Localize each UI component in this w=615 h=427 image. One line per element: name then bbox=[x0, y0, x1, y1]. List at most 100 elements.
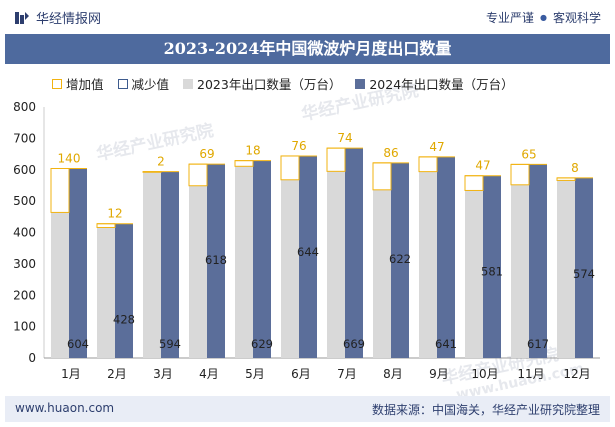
increase-label: 65 bbox=[521, 147, 536, 161]
bar-2023 bbox=[465, 190, 483, 358]
y-tick-label: 100 bbox=[13, 320, 36, 334]
bar-2024 bbox=[161, 171, 179, 358]
bar-2024 bbox=[69, 168, 87, 358]
increase-box bbox=[50, 167, 70, 213]
y-tick-label: 500 bbox=[13, 194, 36, 208]
bar-2024 bbox=[391, 162, 409, 358]
bar-2024 bbox=[529, 164, 547, 358]
increase-label: 2 bbox=[157, 155, 165, 169]
increase-label: 69 bbox=[199, 147, 214, 161]
x-tick-label: 11月 bbox=[517, 367, 544, 381]
x-tick-label: 12月 bbox=[563, 367, 590, 381]
increase-label: 140 bbox=[58, 151, 81, 165]
legend-swatch-2024 bbox=[355, 78, 366, 89]
value-label-2024: 617 bbox=[527, 337, 549, 351]
value-label-2024: 594 bbox=[159, 337, 181, 351]
y-tick-label: 400 bbox=[13, 226, 36, 240]
legend-label-decrease: 减少值 bbox=[131, 77, 170, 92]
value-label-2024: 644 bbox=[297, 245, 319, 259]
y-tick-label: 0 bbox=[28, 351, 36, 365]
x-tick-label: 5月 bbox=[245, 367, 265, 381]
x-tick-label: 8月 bbox=[383, 367, 403, 381]
y-tick-label: 200 bbox=[13, 288, 36, 302]
increase-label: 18 bbox=[245, 144, 260, 158]
bar-2024 bbox=[483, 175, 501, 358]
bar-2024 bbox=[345, 148, 363, 358]
bar-2024 bbox=[253, 160, 271, 358]
bar-2024 bbox=[437, 156, 455, 358]
y-tick-label: 600 bbox=[13, 163, 36, 177]
legend-item-decrease: 减少值 bbox=[117, 74, 170, 93]
y-tick-label: 300 bbox=[13, 257, 36, 271]
bars bbox=[50, 147, 593, 358]
axes: 0 100 200 300 400 500 600 700 800 1月 2月 3月 4月 5月 6月 7月 8… bbox=[13, 100, 600, 381]
increase-box bbox=[326, 147, 346, 172]
value-label-2024: 618 bbox=[205, 253, 227, 267]
labels: 140 604 12 428 2 594 69 618 18 629 76 644 74 669 86 622… bbox=[58, 131, 595, 351]
brand-tag-2: 客观科学 bbox=[552, 11, 601, 25]
x-tick-label: 3月 bbox=[153, 367, 173, 381]
bar-2023 bbox=[143, 172, 161, 358]
bar-2023 bbox=[97, 227, 115, 358]
legend: 增加值 减少值 2023年出口数量（万台） 2024年出口数量（万台） bbox=[52, 74, 514, 93]
legend-item-2024: 2024年出口数量（万台） bbox=[355, 74, 514, 93]
value-label-2024: 629 bbox=[251, 337, 273, 351]
y-tick-label: 800 bbox=[13, 100, 36, 114]
increase-label: 76 bbox=[291, 139, 306, 153]
legend-item-2023: 2023年出口数量（万台） bbox=[183, 74, 341, 93]
legend-label-increase: 增加值 bbox=[66, 77, 104, 92]
increase-box bbox=[464, 175, 484, 191]
bar-2024 bbox=[207, 164, 225, 358]
footer-url: www.huaon.com bbox=[15, 401, 115, 415]
dot-icon: ● bbox=[540, 13, 547, 22]
bar-chart: 0 100 200 300 400 500 600 700 800 1月 2月 3月 4月 5月 6月 7月 8… bbox=[13, 100, 600, 381]
legend-label-2023: 2023年出口数量（万台） bbox=[197, 77, 342, 92]
title-bar: 2023-2024年中国微波炉月度出口数量 bbox=[5, 34, 610, 64]
x-tick-label: 9月 bbox=[429, 367, 449, 381]
bar-2023 bbox=[373, 189, 391, 358]
legend-label-2024: 2024年出口数量（万台） bbox=[369, 77, 514, 92]
legend-swatch-decrease bbox=[117, 78, 128, 89]
x-tick-label: 1月 bbox=[61, 367, 81, 381]
x-tick-label: 4月 bbox=[199, 367, 219, 381]
bar-2023 bbox=[327, 171, 345, 358]
legend-swatch-2023 bbox=[183, 78, 194, 89]
bar-2023 bbox=[419, 171, 437, 358]
bar-2023 bbox=[511, 184, 529, 358]
x-tick-label: 2月 bbox=[107, 367, 127, 381]
value-label-2024: 604 bbox=[67, 337, 89, 351]
increase-box bbox=[188, 163, 208, 187]
brand: 华经情报网 bbox=[14, 8, 101, 27]
bar-2023 bbox=[557, 180, 575, 358]
brand-name: 华经情报网 bbox=[36, 12, 102, 27]
x-tick-label: 7月 bbox=[337, 367, 357, 381]
increase-box bbox=[372, 162, 392, 191]
value-label-2024: 574 bbox=[573, 267, 595, 281]
top-bar: 华经情报网 专业严谨 ● 客观科学 bbox=[0, 0, 615, 34]
value-label-2024: 581 bbox=[481, 265, 503, 279]
bar-2023 bbox=[235, 166, 253, 358]
increase-box bbox=[510, 163, 530, 186]
increase-label: 47 bbox=[429, 140, 444, 154]
footer: www.huaon.com 数据来源：中国海关，华经产业研究院整理 bbox=[5, 396, 610, 422]
increase-label: 12 bbox=[107, 207, 122, 221]
logo-icon bbox=[15, 11, 29, 24]
x-tick-label: 6月 bbox=[291, 367, 311, 381]
increase-label: 74 bbox=[337, 131, 352, 145]
increase-box bbox=[96, 223, 116, 228]
value-label-2024: 622 bbox=[389, 252, 411, 266]
brand-tags: 专业严谨 ● 客观科学 bbox=[486, 9, 601, 26]
bar-2023 bbox=[189, 185, 207, 358]
legend-swatch-increase bbox=[52, 78, 62, 89]
bar-2024 bbox=[115, 223, 133, 358]
increase-box bbox=[234, 160, 254, 167]
bar-2023 bbox=[51, 212, 69, 358]
value-label-2024: 641 bbox=[435, 337, 457, 351]
value-label-2024: 428 bbox=[113, 313, 135, 327]
y-tick-label: 700 bbox=[13, 131, 36, 145]
chart-title: 2023-2024年中国微波炉月度出口数量 bbox=[163, 39, 452, 58]
legend-item-increase: 增加值 bbox=[52, 74, 104, 93]
increase-box bbox=[280, 155, 300, 181]
increase-box bbox=[418, 156, 438, 173]
